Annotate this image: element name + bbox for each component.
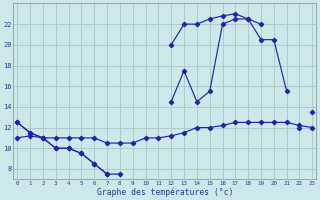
X-axis label: Graphe des températures (°c): Graphe des températures (°c) [97, 187, 233, 197]
